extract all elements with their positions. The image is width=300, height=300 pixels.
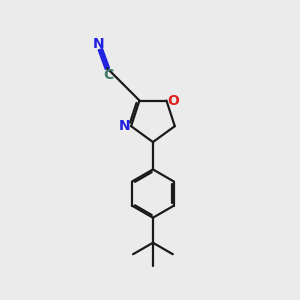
Text: O: O	[167, 94, 179, 107]
Text: C: C	[103, 68, 113, 82]
Text: N: N	[93, 38, 105, 52]
Text: N: N	[119, 119, 130, 133]
